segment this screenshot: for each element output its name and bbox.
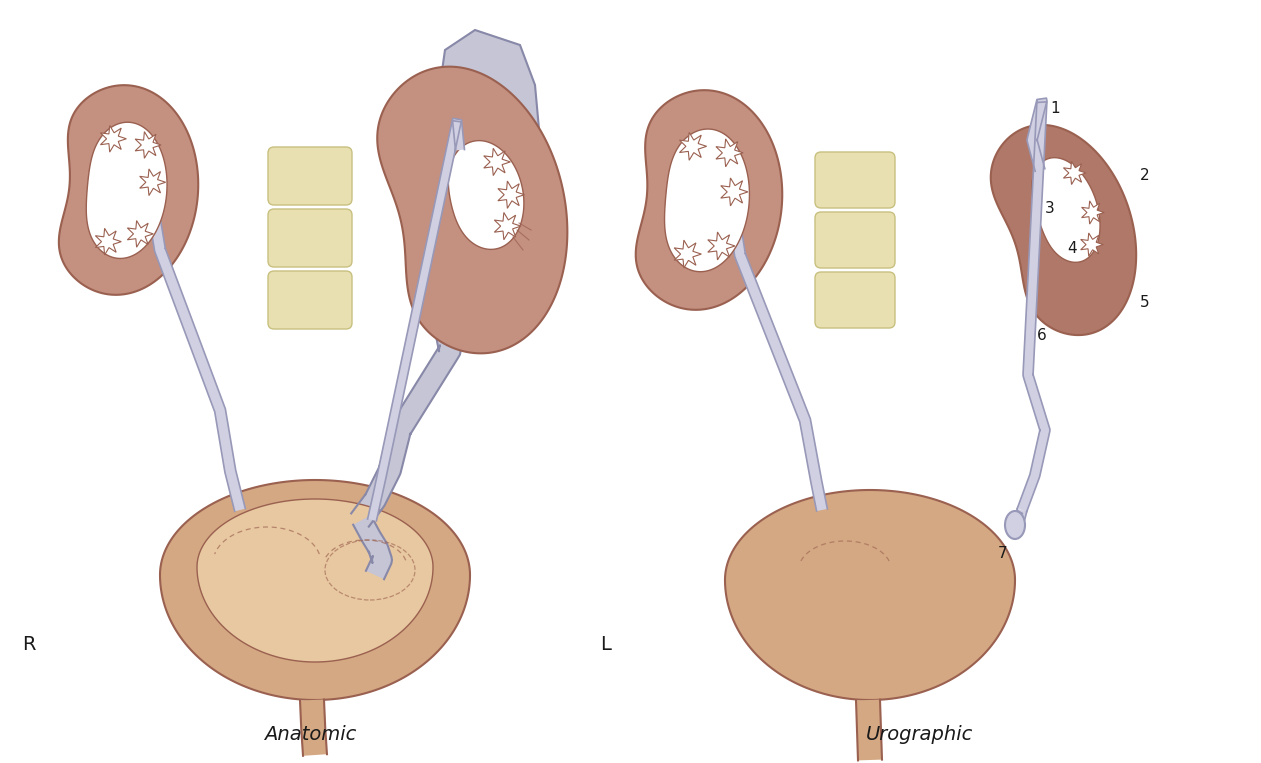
Polygon shape <box>140 169 165 195</box>
Polygon shape <box>484 148 511 175</box>
FancyBboxPatch shape <box>815 152 895 208</box>
Polygon shape <box>430 30 540 260</box>
Polygon shape <box>1063 161 1086 185</box>
Polygon shape <box>96 228 121 255</box>
Polygon shape <box>377 66 567 353</box>
Polygon shape <box>59 85 198 295</box>
Polygon shape <box>856 700 881 761</box>
Polygon shape <box>353 515 392 579</box>
Text: 2: 2 <box>1140 168 1150 182</box>
Polygon shape <box>101 125 126 152</box>
Polygon shape <box>449 140 523 250</box>
Polygon shape <box>675 240 701 268</box>
FancyBboxPatch shape <box>815 272 895 328</box>
Polygon shape <box>135 132 161 158</box>
Text: 6: 6 <box>1037 327 1047 343</box>
Polygon shape <box>680 133 706 160</box>
Text: 3: 3 <box>1045 201 1055 215</box>
Polygon shape <box>730 229 827 511</box>
Text: 1: 1 <box>1050 101 1059 115</box>
Text: R: R <box>21 636 35 655</box>
Polygon shape <box>716 139 743 167</box>
Polygon shape <box>127 221 154 247</box>
Polygon shape <box>636 90 782 310</box>
Polygon shape <box>300 700 327 756</box>
Text: L: L <box>600 636 610 655</box>
Polygon shape <box>725 490 1015 700</box>
Polygon shape <box>150 219 246 511</box>
Polygon shape <box>707 232 735 260</box>
Polygon shape <box>197 499 433 662</box>
Polygon shape <box>1081 233 1103 256</box>
Polygon shape <box>160 480 470 700</box>
FancyBboxPatch shape <box>269 271 352 329</box>
Polygon shape <box>991 125 1136 335</box>
Polygon shape <box>498 181 525 208</box>
Polygon shape <box>494 212 521 240</box>
Polygon shape <box>1082 201 1105 224</box>
FancyBboxPatch shape <box>269 209 352 267</box>
Text: Urographic: Urographic <box>866 726 973 745</box>
Text: Anatomic: Anatomic <box>264 726 356 745</box>
Polygon shape <box>368 118 464 521</box>
Polygon shape <box>352 259 462 526</box>
Polygon shape <box>665 129 749 272</box>
Polygon shape <box>1018 98 1050 512</box>
Polygon shape <box>86 122 166 259</box>
Polygon shape <box>1013 509 1026 523</box>
Polygon shape <box>721 178 748 206</box>
Ellipse shape <box>1005 511 1025 539</box>
FancyBboxPatch shape <box>815 212 895 268</box>
Text: 7: 7 <box>999 546 1008 561</box>
Polygon shape <box>1031 158 1100 262</box>
FancyBboxPatch shape <box>269 147 352 205</box>
Text: 4: 4 <box>1067 240 1077 256</box>
Text: 5: 5 <box>1140 295 1150 310</box>
